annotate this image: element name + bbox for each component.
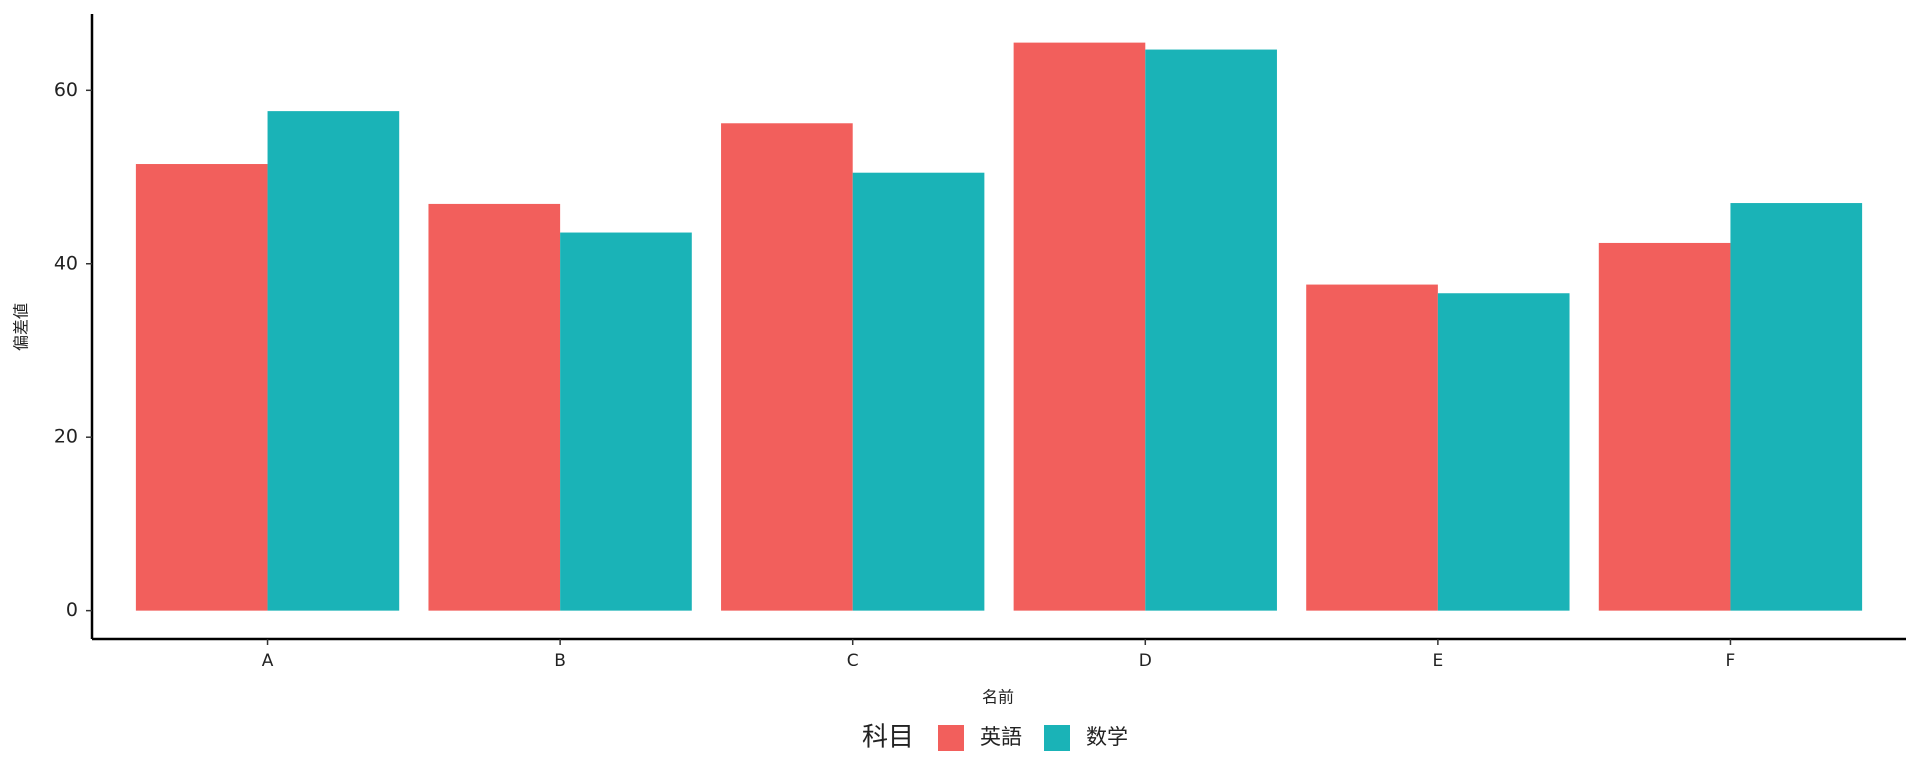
bar xyxy=(1730,203,1863,611)
x-tick-label: B xyxy=(554,651,566,671)
legend-swatch xyxy=(938,725,964,751)
legend-label: 英語 xyxy=(980,725,1022,749)
bar xyxy=(560,232,692,611)
bar xyxy=(267,111,400,611)
x-tick-label: E xyxy=(1432,651,1443,671)
y-tick-label: 60 xyxy=(54,79,78,101)
legend-label: 数学 xyxy=(1086,725,1128,749)
bar xyxy=(852,172,985,611)
y-tick-label: 20 xyxy=(54,426,78,448)
x-tick-label: C xyxy=(847,651,859,671)
legend-title: 科目 xyxy=(862,723,914,753)
bar xyxy=(135,164,268,611)
bar xyxy=(1437,293,1570,611)
bar xyxy=(1598,242,1731,611)
y-tick-label: 0 xyxy=(66,599,78,621)
x-tick-label: D xyxy=(1139,651,1152,671)
bar xyxy=(1013,42,1146,611)
legend-swatch xyxy=(1044,725,1070,751)
bar xyxy=(721,123,853,611)
bar xyxy=(1145,49,1277,611)
bar xyxy=(428,203,561,611)
y-axis-title: 偏差値 xyxy=(12,303,31,351)
y-tick-label: 40 xyxy=(54,252,78,274)
bar xyxy=(1306,284,1438,611)
x-tick-label: A xyxy=(262,651,274,671)
x-tick-label: F xyxy=(1726,651,1736,671)
x-axis-title: 名前 xyxy=(982,688,1014,707)
